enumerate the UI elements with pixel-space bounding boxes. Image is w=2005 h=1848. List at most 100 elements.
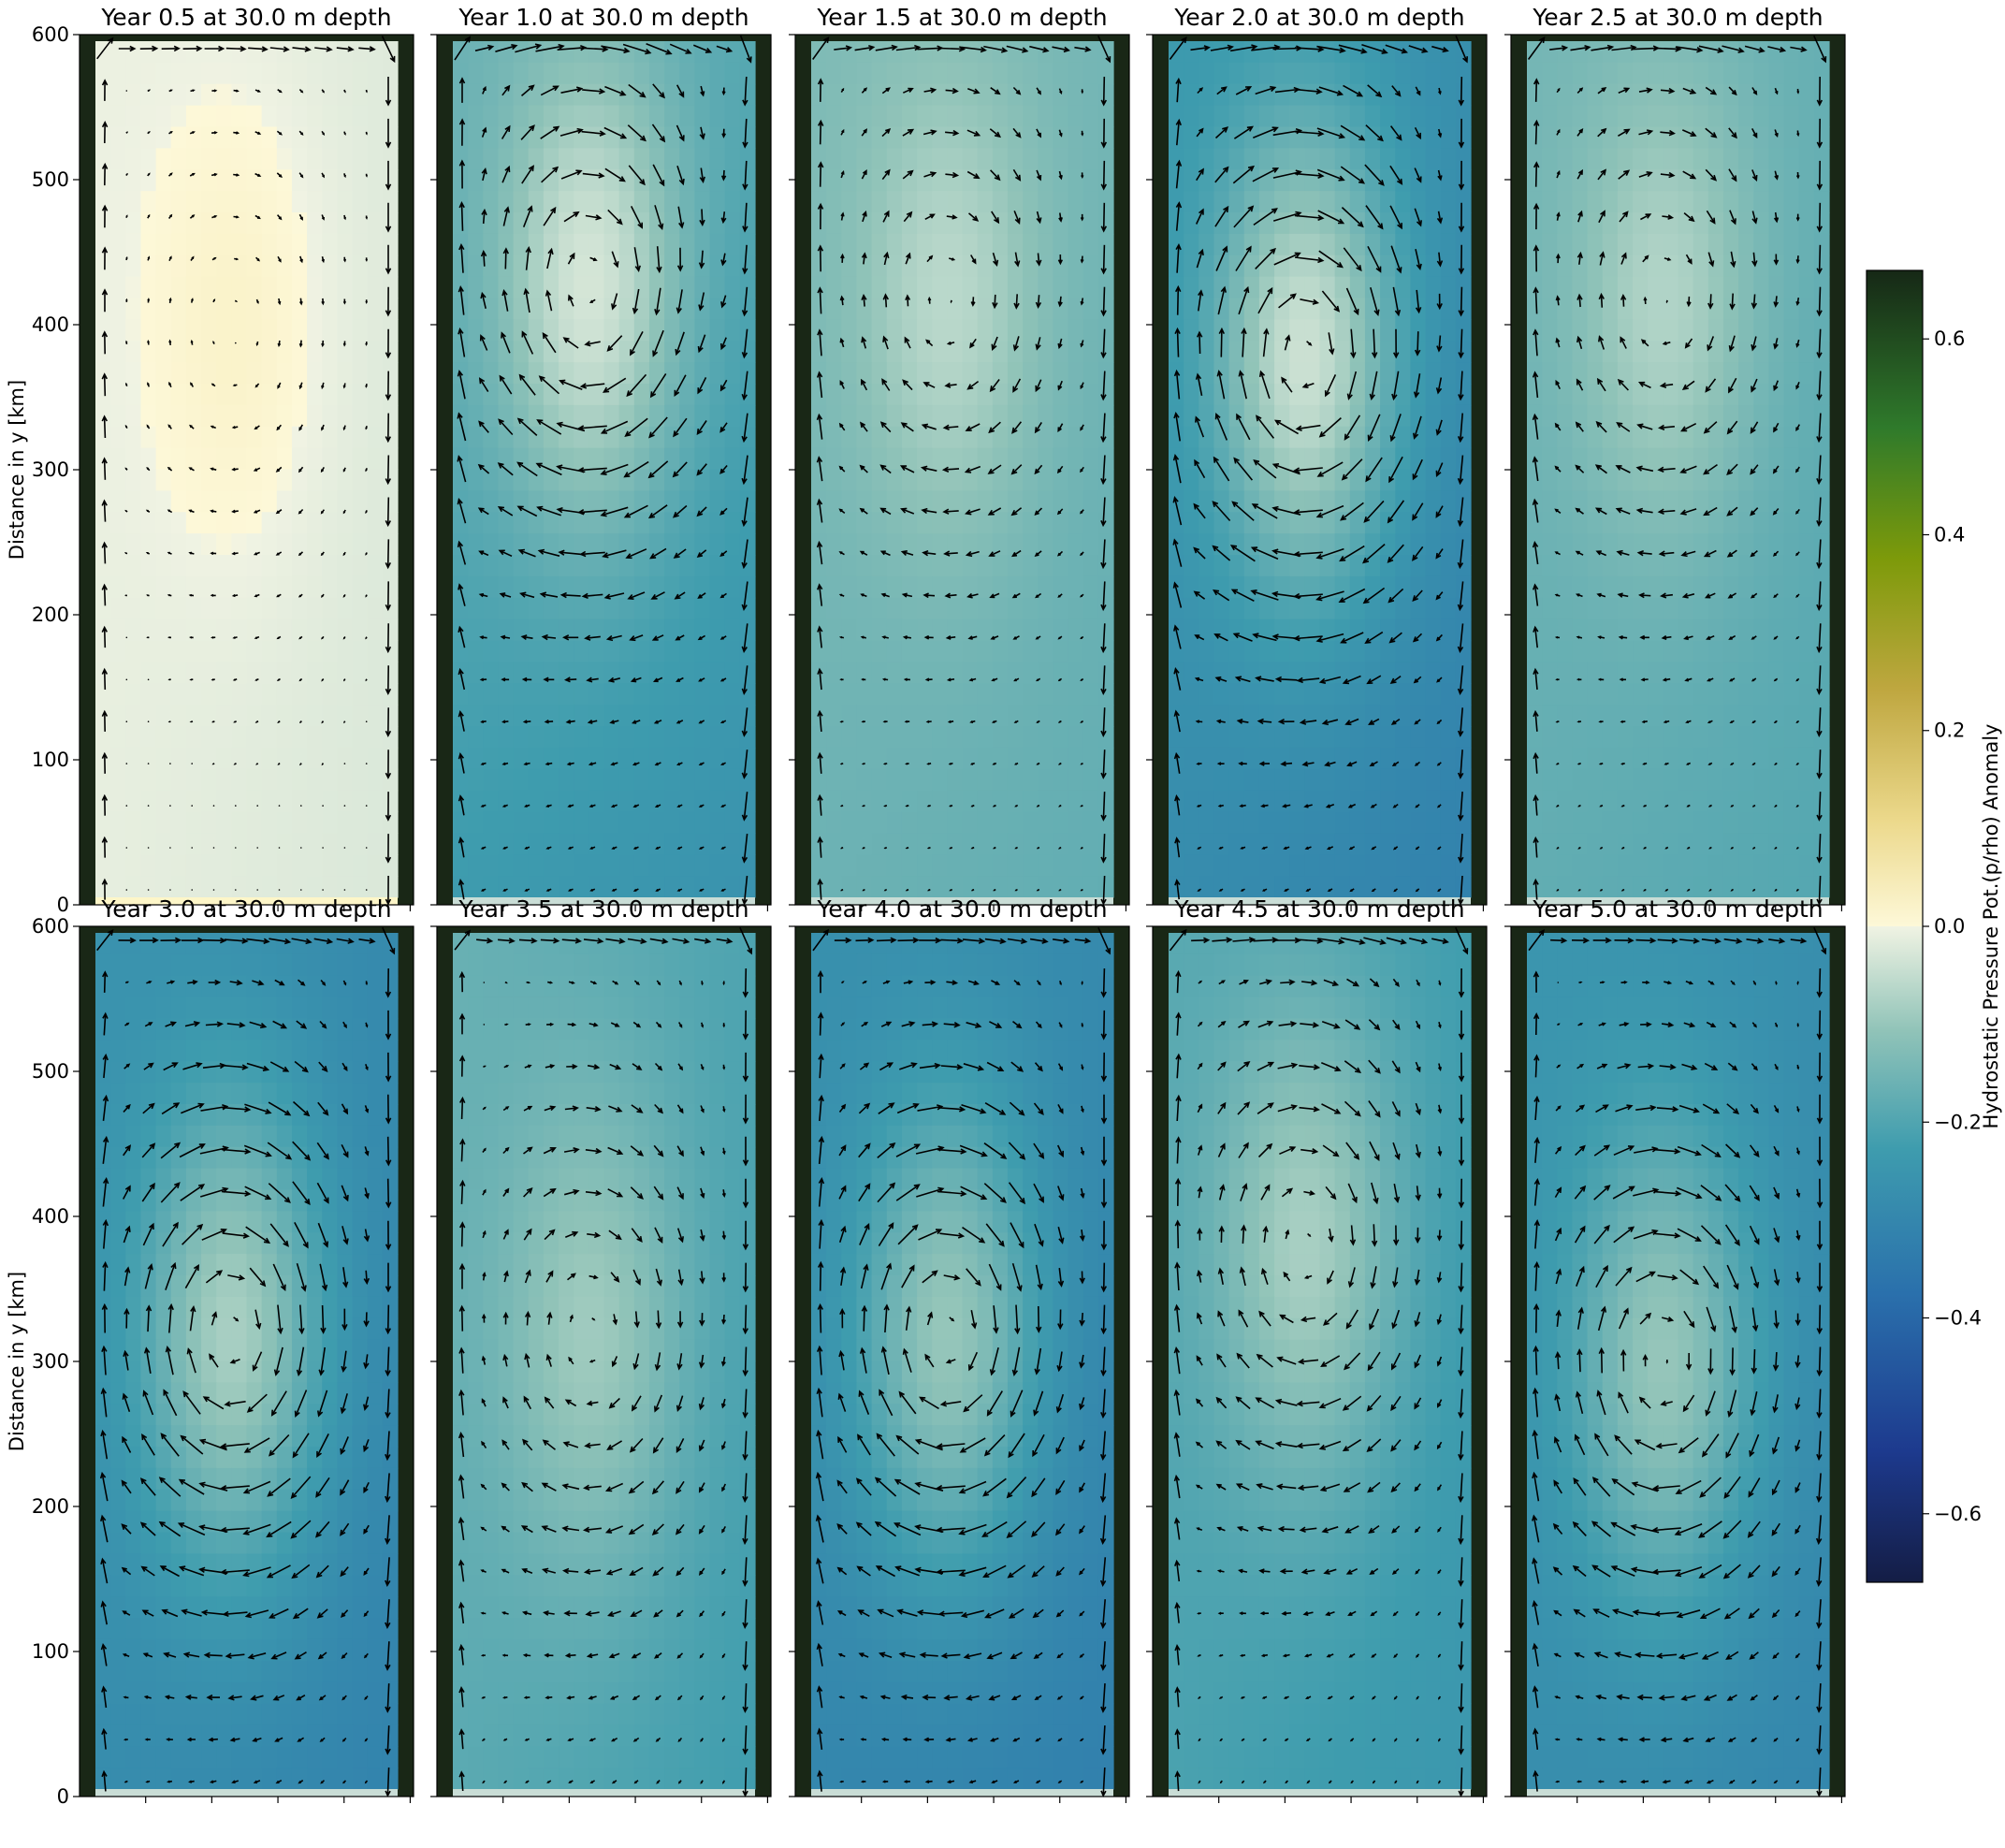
heatmap-cell [155, 83, 172, 107]
heatmap-cell [1068, 854, 1084, 877]
heatmap-cell [871, 83, 888, 107]
heatmap-cell [917, 319, 933, 342]
velocity-arrow [189, 214, 196, 219]
heatmap-cell [1169, 83, 1184, 107]
heatmap-cell [528, 148, 545, 170]
heatmap-cell [1798, 105, 1815, 128]
heatmap-cell [1304, 597, 1321, 620]
velocity-arrow [253, 551, 260, 556]
heatmap-cell [886, 362, 903, 385]
heatmap-cell [1023, 555, 1039, 577]
heatmap-cell [483, 597, 500, 620]
heatmap-cell [216, 597, 232, 620]
heatmap-cell [1455, 833, 1472, 855]
velocity-arrow [255, 256, 260, 262]
heatmap-cell [901, 747, 918, 770]
velocity-arrow [479, 334, 488, 351]
heatmap-cell [1678, 83, 1694, 107]
velocity-arrow [190, 298, 194, 303]
heatmap-cell [977, 512, 994, 534]
heatmap-cell [1038, 255, 1053, 278]
heatmap-cell [367, 298, 384, 320]
heatmap-cell [1199, 83, 1215, 107]
velocity-arrow [278, 889, 281, 891]
heatmap-cell [246, 298, 263, 320]
heatmap-cell [1410, 683, 1427, 706]
heatmap-cell [170, 726, 187, 749]
heatmap-cell [603, 276, 620, 299]
heatmap-cell [95, 555, 111, 577]
heatmap-cell [170, 683, 187, 706]
heatmap-cell [483, 298, 500, 320]
heatmap-cell [216, 126, 232, 149]
heatmap-cell [559, 790, 574, 813]
heatmap-cell [679, 298, 695, 320]
heatmap-cell [856, 191, 873, 213]
velocity-arrow [839, 677, 844, 681]
heatmap-cell [95, 298, 111, 320]
heatmap-cell [125, 533, 142, 556]
heatmap-cell [307, 533, 323, 556]
heatmap-cell [1304, 404, 1321, 428]
heatmap-cell [125, 191, 142, 213]
heatmap-cell [1455, 490, 1472, 513]
velocity-arrow [210, 509, 217, 514]
heatmap-cell [1602, 469, 1619, 491]
heatmap-cell [1082, 533, 1099, 556]
velocity-arrow [385, 665, 392, 695]
heatmap-cell [633, 640, 650, 662]
heatmap-cell [216, 276, 232, 299]
heatmap-cell [352, 747, 369, 770]
heatmap-cell [664, 575, 680, 599]
heatmap-cell [468, 683, 484, 706]
heatmap-cell [1380, 148, 1396, 170]
heatmap-cell [231, 148, 248, 170]
heatmap-cell [917, 62, 933, 85]
heatmap-cell [1557, 41, 1574, 64]
heatmap-cell [618, 447, 635, 471]
heatmap-cell [724, 319, 741, 342]
heatmap-cell [498, 233, 515, 256]
heatmap-cell [1169, 854, 1184, 877]
heatmap-cell [648, 747, 665, 770]
heatmap-cell [574, 105, 589, 128]
heatmap-cell [633, 426, 650, 449]
velocity-arrow [233, 89, 240, 93]
heatmap-cell [648, 640, 665, 662]
heatmap-cell [185, 83, 202, 107]
heatmap-cell [1364, 512, 1381, 534]
heatmap-cell [1082, 490, 1099, 513]
heatmap-cell [1440, 298, 1457, 320]
heatmap-cell [901, 41, 918, 64]
heatmap-cell [739, 555, 756, 577]
heatmap-cell [559, 148, 574, 170]
heatmap-cell [337, 105, 354, 128]
heatmap-cell [468, 426, 484, 449]
velocity-arrow [520, 124, 535, 140]
velocity-arrow [699, 167, 705, 183]
heatmap-cell [307, 83, 323, 107]
heatmap-cell [1425, 854, 1442, 877]
heatmap-cell [679, 662, 695, 684]
velocity-arrow [676, 247, 684, 272]
heatmap-cell [1798, 490, 1815, 513]
heatmap-cell [1753, 341, 1769, 363]
heatmap-cell [1455, 319, 1472, 342]
heatmap-cell [95, 597, 111, 620]
heatmap-cell [1395, 705, 1411, 727]
heatmap-cell [1380, 555, 1396, 577]
velocity-arrow [742, 118, 748, 149]
heatmap-cell [932, 597, 948, 620]
heatmap-cell [337, 319, 354, 342]
heatmap-cell [468, 705, 484, 727]
velocity-arrow [365, 467, 368, 473]
heatmap-cell [1813, 212, 1830, 235]
velocity-arrow [161, 45, 181, 52]
heatmap-cell [367, 747, 384, 770]
heatmap-cell [1364, 768, 1381, 792]
heatmap-cell [811, 384, 827, 406]
heatmap-cell [322, 790, 338, 813]
heatmap-cell [1455, 811, 1472, 834]
heatmap-cell [932, 555, 948, 577]
heatmap-cell [1213, 490, 1230, 513]
